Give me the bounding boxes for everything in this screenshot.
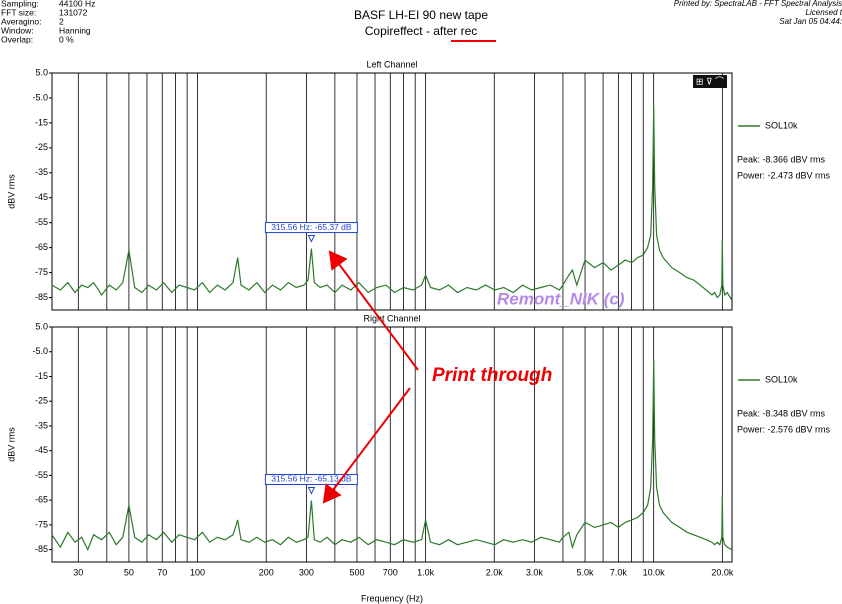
channel-title: Left Channel [366, 59, 417, 69]
peak-text: Peak: -8.348 dBV rms [737, 408, 826, 418]
y-tick-label: -15 [35, 371, 48, 381]
y-tick-label: -75 [35, 267, 48, 277]
marker-label: 315.56 Hz: -65.37 dB [271, 222, 352, 232]
spectrum-line [51, 359, 733, 552]
y-tick-label: -75 [35, 519, 48, 529]
peak-text: Peak: -8.366 dBV rms [737, 154, 826, 164]
x-tick-label: 30 [73, 567, 83, 577]
peak-marker [307, 235, 316, 243]
y-tick-label: -65 [35, 495, 48, 505]
callout: Print through [432, 365, 552, 386]
licensed: Licensed t [806, 8, 842, 17]
x-tick-label: 20.0k [711, 567, 734, 577]
x-tick-label: 3.0k [526, 567, 544, 577]
spectrum-line [51, 106, 733, 301]
subtitle-emphasis: after rec [433, 24, 477, 38]
x-tick-label: 300 [299, 567, 314, 577]
y-tick-label: -85 [35, 292, 48, 302]
arrow [322, 387, 411, 504]
x-tick-label: 50 [124, 567, 134, 577]
x-tick-label: 500 [349, 567, 364, 577]
y-tick-label: -25 [35, 396, 48, 406]
svg-text:⊞ ⊽ ⌒: ⊞ ⊽ ⌒ [696, 76, 724, 86]
toolbar[interactable]: ⊞ ⊽ ⌒ [693, 75, 727, 88]
y-tick-label: -35 [35, 167, 48, 177]
watermark: Remont_NIK (c) [497, 289, 625, 308]
y-tick-label: -85 [35, 544, 48, 554]
y-axis-label: dBV rms [6, 174, 16, 209]
y-tick-label: -55 [35, 217, 48, 227]
info-key: Sampling: [1, 0, 39, 8]
marker-box [264, 222, 358, 234]
y-tick-label: -15 [35, 117, 48, 127]
peak-marker [307, 486, 316, 495]
x-tick-label: 1.0k [417, 567, 435, 577]
date: Sat Jan 05 04:44: [779, 17, 842, 26]
legend-label: SOL10k [765, 374, 798, 384]
marker-label: 315.56 Hz: -65.13 dB [271, 474, 352, 484]
x-axis-label: Frequency (Hz) [361, 593, 423, 603]
y-tick-label: -5.0 [32, 346, 48, 356]
y-tick-label: -25 [35, 142, 48, 152]
y-tick-label: -45 [35, 445, 48, 455]
info-key: FFT size: [1, 7, 36, 17]
info-value: 2 [59, 16, 64, 26]
info-value: 44100 Hz [59, 0, 95, 8]
x-tick-label: 10.0k [643, 567, 666, 577]
y-tick-label: -5.0 [32, 92, 48, 102]
arrow [328, 250, 419, 371]
x-tick-label: 100 [190, 567, 205, 577]
subtitle-prefix: Copireffect - [365, 24, 433, 38]
channel-title: Right Channel [363, 313, 420, 323]
x-tick-label: 5.0k [577, 567, 595, 577]
info-key: Window: [1, 25, 34, 35]
x-tick-label: 7.0k [610, 567, 628, 577]
title: BASF LH-EI 90 new tape [354, 8, 488, 22]
info-key: Overlap: [1, 34, 33, 44]
y-tick-label: -35 [35, 420, 48, 430]
printed-by: Printed by: SpectraLAB - FFT Spectral An… [674, 0, 842, 8]
info-value: 131072 [59, 7, 88, 17]
power-text: Power: -2.576 dBV rms [737, 424, 831, 434]
y-tick-label: 5.0 [35, 321, 48, 331]
x-tick-label: 700 [383, 567, 398, 577]
x-tick-label: 70 [157, 567, 167, 577]
subtitle: Copireffect - after rec [365, 24, 478, 38]
marker-box [264, 473, 358, 485]
y-tick-label: -55 [35, 470, 48, 480]
y-tick-label: 5.0 [35, 67, 48, 77]
plot-frame [51, 326, 733, 563]
power-text: Power: -2.473 dBV rms [737, 170, 831, 180]
plot-frame [51, 72, 733, 311]
x-tick-label: 200 [259, 567, 274, 577]
info-value: Hanning [59, 25, 91, 35]
info-key: Averagino: [1, 16, 41, 26]
y-tick-label: -65 [35, 242, 48, 252]
legend-label: SOL10k [765, 120, 798, 130]
x-tick-label: 2.0k [486, 567, 504, 577]
y-axis-label: dBV rms [6, 427, 16, 462]
info-value: 0 % [59, 34, 74, 44]
y-tick-label: -45 [35, 192, 48, 202]
